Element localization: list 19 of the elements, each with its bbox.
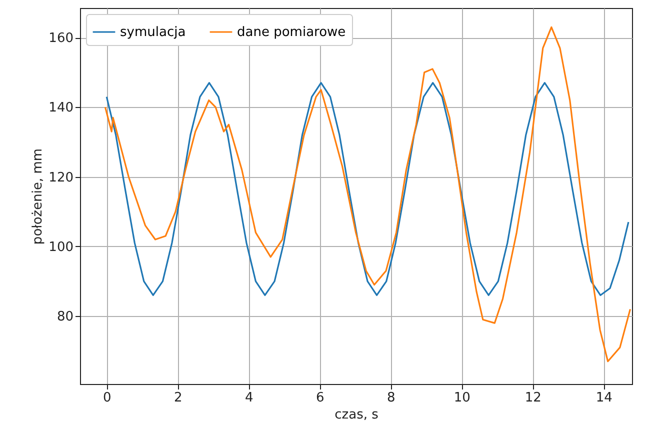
y-tick-label: 80 [56,310,74,325]
x-tick-label: 14 [596,390,612,406]
y-axis-title: położenie, mm [30,148,46,245]
legend-label: symulacja [120,25,186,40]
y-tick-label: 100 [48,240,74,255]
x-tick-label: 6 [316,390,324,406]
legend-label: dane pomiarowe [237,25,346,40]
x-tick-label: 10 [454,390,470,406]
line-series [104,26,632,362]
x-axis-title: czas, s [334,408,379,422]
x-tick-label: 2 [174,390,182,406]
x-tick-label: 4 [244,390,254,406]
y-tick-label: 120 [48,170,74,186]
x-tick-label: 8 [386,390,396,406]
x-tick-label: 12 [524,390,542,406]
y-tick-label: 140 [48,100,74,116]
line-series [106,82,630,296]
x-tick-label: 0 [102,390,112,406]
y-tick-label: 160 [48,31,74,46]
